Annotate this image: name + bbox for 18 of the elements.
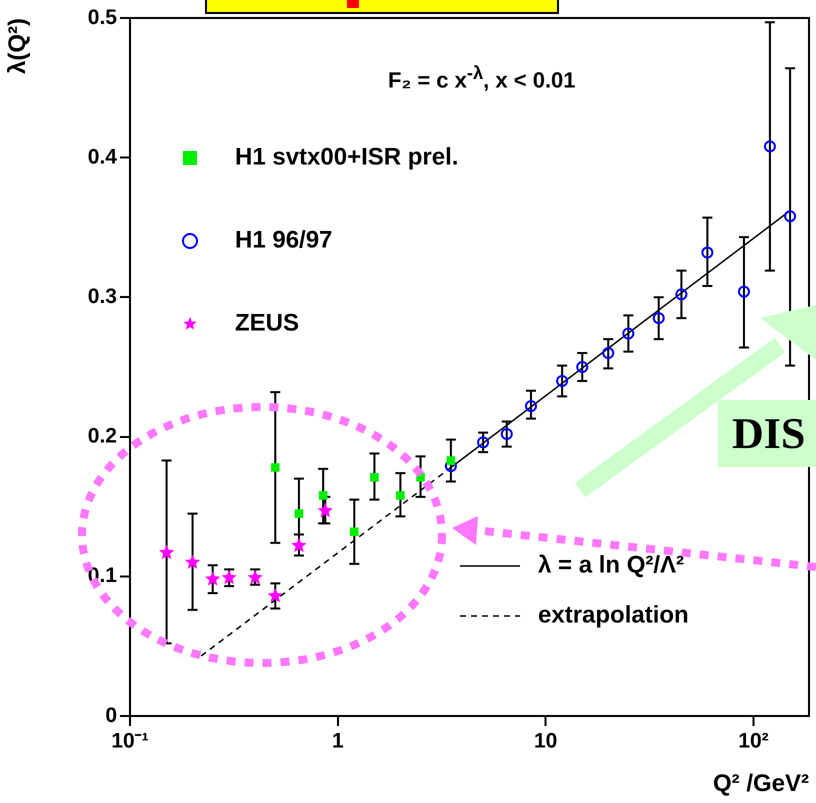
y-tick-label: 0.2 bbox=[88, 424, 117, 448]
legend-label: H1 96/97 bbox=[235, 226, 332, 254]
x-tick-label: 10 bbox=[534, 729, 558, 752]
y-tick-label: 0.3 bbox=[88, 284, 117, 308]
y-tick-label: 0.4 bbox=[88, 145, 118, 168]
x-tick-label: 1 bbox=[332, 729, 344, 752]
x-axis-title: Q² /GeV² bbox=[712, 770, 810, 798]
legend-label: extrapolation bbox=[538, 602, 689, 629]
legend-label: ZEUS bbox=[235, 310, 300, 337]
legend-label: λ = a ln Q²/Λ² bbox=[538, 552, 684, 579]
x-tick-label: 10⁻¹ bbox=[111, 729, 149, 752]
legend-label: H1 svtx00+ISR prel. bbox=[235, 144, 458, 171]
y-axis-title: λ(Q²) bbox=[4, 18, 32, 74]
annotation: F₂ = c x$^{-λ}$, x < 0.01 bbox=[388, 62, 576, 94]
x-tick-label: 10² bbox=[738, 729, 769, 752]
y-tick-label: 0.5 bbox=[88, 6, 118, 29]
annotation: DIS bbox=[718, 400, 816, 467]
y-tick-label: 0 bbox=[105, 704, 117, 727]
